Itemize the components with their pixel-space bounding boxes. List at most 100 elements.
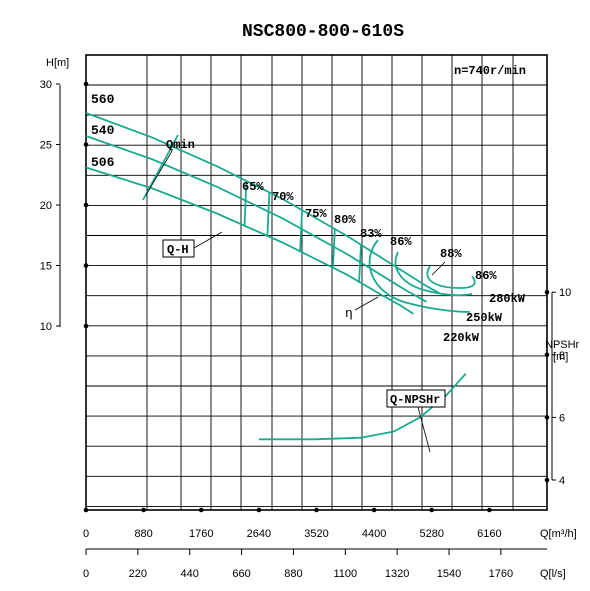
efficiency-line-2 bbox=[299, 210, 303, 253]
x-axis-primary-unit: Q[m³/h] bbox=[540, 528, 577, 540]
x-primary-dot-3520 bbox=[314, 507, 319, 513]
y-right-dot-10 bbox=[544, 289, 550, 295]
eff-label-65: 65% bbox=[242, 180, 264, 194]
series-label-506: 506 bbox=[91, 155, 115, 170]
qh-label-box bbox=[162, 239, 195, 258]
y-right-axis-label-line2: [m] bbox=[553, 351, 568, 363]
x-primary-tick-label-3520: 3520 bbox=[304, 528, 328, 540]
eta-leader bbox=[354, 296, 379, 311]
x-secondary-tick-label-880: 880 bbox=[284, 568, 302, 580]
x-secondary-tick-label-1760: 1760 bbox=[489, 568, 513, 580]
eta-label: η bbox=[345, 306, 353, 321]
series-layer bbox=[85, 112, 476, 441]
x-primary-tick-label-1760: 1760 bbox=[189, 528, 213, 540]
eff-label-75: 75% bbox=[305, 207, 327, 221]
eff-label-88: 88% bbox=[440, 247, 462, 261]
x-primary-tick-label-2640: 2640 bbox=[247, 528, 271, 540]
x-secondary-tick-label-0: 0 bbox=[83, 568, 89, 580]
x-axis-secondary-unit: Q[l/s] bbox=[540, 568, 566, 580]
qmin-leader bbox=[145, 150, 173, 196]
y-left-dot-15 bbox=[83, 263, 89, 268]
x-primary-tick-label-5280: 5280 bbox=[420, 528, 444, 540]
chart-title: NSC800-800-610S bbox=[242, 22, 404, 42]
eff-label-86-right: 86% bbox=[475, 269, 497, 283]
y-right-dot-8 bbox=[544, 352, 550, 358]
y-left-tick-label-20: 20 bbox=[40, 200, 52, 212]
y-left-tick-label-30: 30 bbox=[40, 79, 52, 91]
power-labels: 280kW 250kW 220kW bbox=[443, 292, 526, 345]
npsh-annotation: Q-NPSHr bbox=[386, 389, 446, 453]
y-left-axis-label: H[m] bbox=[46, 57, 69, 69]
y-right-tick-label-10: 10 bbox=[559, 287, 571, 299]
y-left-dot-20 bbox=[83, 202, 89, 208]
npsh-label-box bbox=[386, 389, 446, 408]
y-left-ticks: 30 25 20 15 10 bbox=[40, 79, 89, 333]
y-right-dot-6 bbox=[544, 415, 550, 420]
efficiency-line-4 bbox=[358, 244, 362, 283]
qmin-annotation: Qmin bbox=[145, 138, 195, 196]
npsh-leader bbox=[417, 406, 431, 453]
y-right-tick-label-4: 4 bbox=[559, 475, 565, 487]
power-label-250: 250kW bbox=[466, 311, 503, 325]
series-label-560: 560 bbox=[91, 92, 115, 107]
head-curve-labels: 560 540 506 bbox=[91, 92, 115, 170]
x-primary-tick-label-4400: 4400 bbox=[362, 528, 386, 540]
x-primary-tick-label-0: 0 bbox=[83, 528, 89, 540]
eff-label-86-left: 86% bbox=[390, 235, 412, 249]
efficiency-labels: 65% 70% 75% 80% 83% 86% 88% 86% bbox=[242, 180, 497, 283]
qh-leader bbox=[193, 231, 223, 249]
x-primary-dot-4400 bbox=[371, 507, 377, 513]
x-secondary-tick-label-220: 220 bbox=[129, 568, 147, 580]
qmin-label: Qmin bbox=[166, 138, 195, 152]
x-axis-secondary: 0 220 440 660 880 1100 1320 1540 1760 bbox=[83, 549, 513, 580]
series-label-540: 540 bbox=[91, 123, 115, 138]
grid bbox=[86, 55, 547, 510]
x-secondary-tick-label-660: 660 bbox=[232, 568, 250, 580]
y-right-axis-label-line1: NPSHr bbox=[545, 339, 580, 351]
y-left-dot-10 bbox=[83, 323, 89, 329]
eff-label-70: 70% bbox=[272, 190, 294, 204]
x-primary-dot-1760 bbox=[198, 507, 204, 513]
x-axis-primary: 0 880 1760 2640 3520 4400 5280 6160 bbox=[83, 507, 502, 540]
y-right-axis: 10 8 6 4 bbox=[544, 287, 571, 487]
qmin-line bbox=[142, 134, 179, 201]
head-curve-506 bbox=[85, 166, 414, 315]
x-secondary-tick-label-1320: 1320 bbox=[385, 568, 409, 580]
efficiency-loop-middle bbox=[394, 251, 473, 297]
y-right-dot-4 bbox=[544, 477, 550, 483]
x-primary-dot-5280 bbox=[429, 507, 435, 513]
y-left-dot-25 bbox=[83, 142, 89, 147]
qh-annotation: Q-H bbox=[162, 231, 223, 258]
x-secondary-tick-label-1100: 1100 bbox=[333, 568, 357, 580]
y-left-tick-label-15: 15 bbox=[40, 261, 52, 273]
efficiency-line-1 bbox=[266, 192, 271, 237]
x-primary-tick-label-6160: 6160 bbox=[477, 528, 501, 540]
qh-label: Q-H bbox=[167, 243, 189, 257]
y-right-tick-label-6: 6 bbox=[559, 412, 565, 424]
eta-annotation: η bbox=[345, 296, 379, 321]
efficiency-line-0 bbox=[243, 180, 248, 227]
y-left-tick-label-25: 25 bbox=[40, 140, 52, 152]
speed-label: n=740r/min bbox=[454, 64, 526, 78]
power-label-280: 280kW bbox=[489, 292, 526, 306]
head-curve-560 bbox=[85, 112, 441, 295]
eff-label-80: 80% bbox=[334, 213, 356, 227]
x-primary-tick-label-880: 880 bbox=[134, 528, 152, 540]
y-right-tick-label-8: 8 bbox=[559, 350, 565, 362]
y-left-tick-label-10: 10 bbox=[40, 321, 52, 333]
npsh-label: Q-NPSHr bbox=[390, 393, 440, 407]
efficiency-loop-inner bbox=[426, 265, 476, 289]
x-secondary-tick-label-440: 440 bbox=[181, 568, 199, 580]
efficiency-line-3 bbox=[331, 228, 336, 269]
x-primary-dot-2640 bbox=[256, 507, 262, 513]
x-primary-dot-880 bbox=[141, 507, 146, 513]
eff-88-leader bbox=[431, 261, 446, 276]
y-left-dot-30 bbox=[83, 81, 89, 87]
npsh-curve bbox=[258, 372, 467, 441]
x-primary-dot-0 bbox=[83, 507, 89, 513]
power-label-220: 220kW bbox=[443, 331, 480, 345]
head-curve-540 bbox=[85, 135, 427, 303]
x-secondary-tick-label-1540: 1540 bbox=[437, 568, 461, 580]
eff-label-83: 83% bbox=[360, 227, 382, 241]
